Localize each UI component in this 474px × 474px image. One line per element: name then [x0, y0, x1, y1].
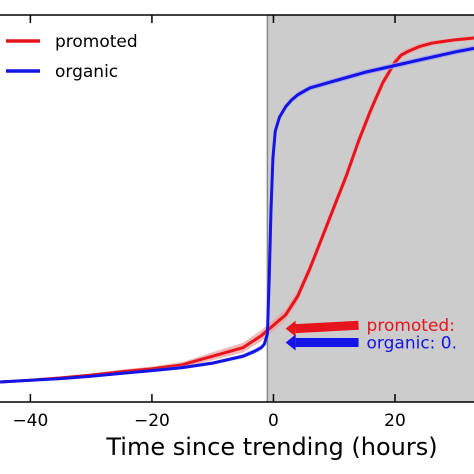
series-line-organic — [0, 46, 474, 384]
x-tick-label: 0 — [268, 411, 279, 431]
legend: promoted organic — [6, 32, 138, 82]
shaded-region-layer — [267, 15, 474, 402]
x-axis-title: Time since trending (hours) — [105, 433, 437, 461]
shaded-region — [267, 15, 474, 402]
x-tick-label: −40 — [12, 411, 48, 431]
series-layer — [0, 35, 474, 384]
series-line-promoted — [0, 36, 474, 384]
x-axis-ticks: −40 −20 0 20 — [12, 15, 406, 431]
annotation-layer: promoted: organic: 0. — [285, 316, 458, 353]
x-tick-label: 20 — [384, 411, 406, 431]
annotation-arrow-head-1 — [285, 334, 296, 351]
legend-label-organic: organic — [55, 62, 118, 82]
annotation-arrow-head-0 — [285, 320, 296, 337]
legend-label-promoted: promoted — [55, 32, 138, 52]
x-tick-label: −20 — [134, 411, 170, 431]
annotation-label-0: promoted: — [367, 316, 455, 336]
annotation-label-1: organic: 0. — [367, 333, 458, 353]
annotation-arrow-shaft-0 — [295, 320, 359, 334]
